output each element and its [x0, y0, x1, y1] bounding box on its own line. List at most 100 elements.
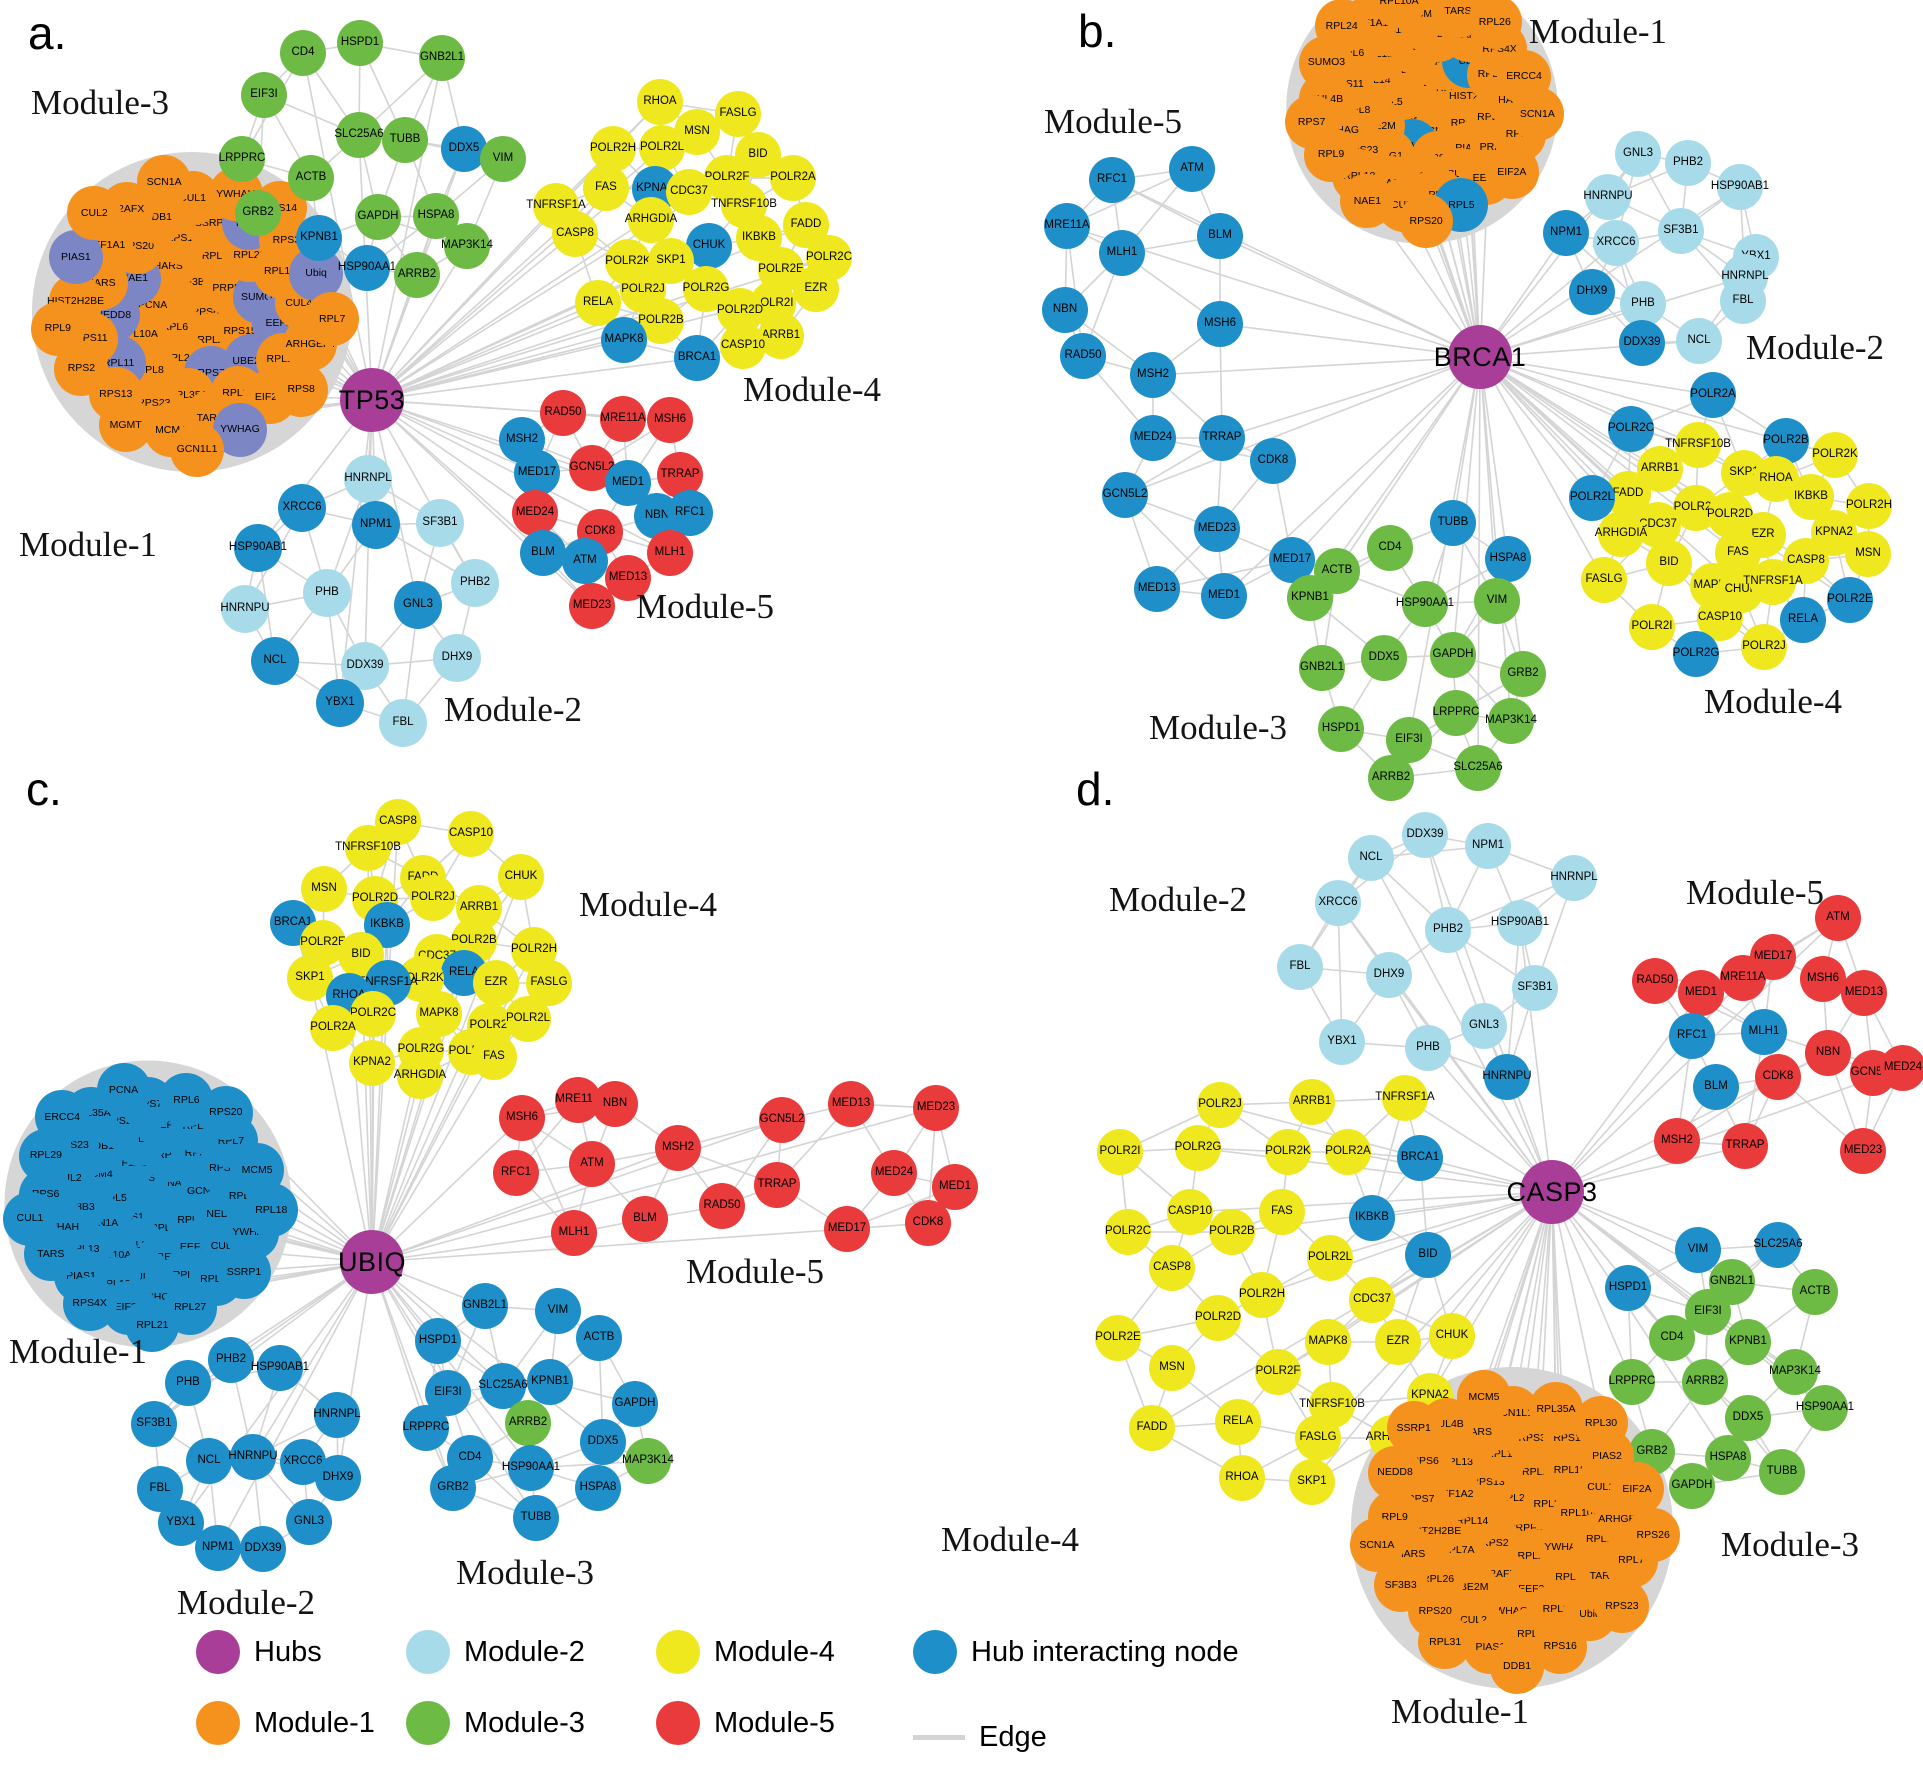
node-med23: MED23: [1840, 1128, 1886, 1174]
node-hspd1: HSPD1: [1605, 1265, 1651, 1311]
node-rps8: RPS8: [274, 362, 329, 417]
node-phb2: PHB2: [1425, 907, 1471, 953]
module-label-a-module-1: Module-1: [18, 525, 158, 564]
node-ddx39: DDX39: [1619, 320, 1665, 366]
node-polr2c: POLR2C: [1105, 1209, 1151, 1255]
module-label-b-module-2: Module-2: [1745, 328, 1885, 367]
module-label-d-module-2: Module-2: [1108, 880, 1248, 919]
node-med13: MED13: [605, 555, 651, 601]
node-arrb2: ARRB2: [1682, 1359, 1728, 1405]
node-med17: MED17: [514, 450, 560, 496]
node-hnrnpu: HNRNPU: [228, 1434, 278, 1480]
node-ncl: NCL: [186, 1438, 232, 1484]
node-trrap: TRRAP: [657, 452, 703, 498]
node-dhx9: DHX9: [315, 1455, 361, 1501]
node-hsp90ab1: HSP90AB1: [251, 1345, 309, 1391]
node-msh6: MSH6: [1197, 301, 1243, 347]
node-polr2h: POLR2H: [1239, 1272, 1285, 1318]
node-trrap: TRRAP: [754, 1162, 800, 1208]
node-ddx5: DDX5: [1725, 1395, 1771, 1441]
node-ezr: EZR: [473, 960, 519, 1006]
node-med24: MED24: [1130, 415, 1176, 461]
node-ddx5: DDX5: [1361, 635, 1407, 681]
node-polr2l: POLR2L: [505, 996, 551, 1042]
node-trrap: TRRAP: [1722, 1123, 1768, 1169]
node-ncl: NCL: [251, 637, 299, 685]
node-rad50: RAD50: [1632, 958, 1678, 1004]
node-faslg: FASLG: [715, 91, 761, 137]
node-ezr: EZR: [793, 266, 839, 312]
module-1-swatch: [196, 1701, 240, 1745]
node-rps20: RPS20: [1399, 194, 1454, 249]
node-mlh1: MLH1: [1099, 230, 1145, 276]
node-hspd1: HSPD1: [1318, 706, 1364, 752]
node-cdc37: CDC37: [666, 169, 712, 215]
node-mlh1: MLH1: [1741, 1009, 1787, 1055]
node-rps7: RPS7: [1284, 94, 1339, 149]
node-rps23: RPS23: [1594, 1579, 1649, 1634]
node-blm: BLM: [520, 530, 566, 576]
node-polr2k: POLR2K: [1812, 432, 1858, 478]
node-faslg: FASLG: [1295, 1415, 1341, 1461]
node-lrpprc: LRPPRC: [1433, 690, 1479, 736]
node-lrpprc: LRPPRC: [1609, 1359, 1655, 1405]
node-vim: VIM: [535, 1288, 581, 1334]
legend-item-hubs: Hubs: [196, 1630, 322, 1674]
node-med13: MED13: [1134, 566, 1180, 612]
node-polr2d: POLR2D: [1195, 1295, 1241, 1341]
node-kpnb1: KPNB1: [1287, 575, 1333, 621]
node-polr2b: POLR2B: [638, 298, 684, 344]
node-phb2: PHB2: [1665, 140, 1711, 186]
node-msn: MSN: [1149, 1345, 1195, 1391]
node-polr2l: POLR2L: [1307, 1235, 1353, 1281]
node-phb2: PHB2: [451, 559, 499, 607]
node-casp8: CASP8: [1149, 1245, 1195, 1291]
hubs-swatch: [196, 1630, 240, 1674]
node-cul1: CUL1: [2, 1191, 57, 1246]
node-eif2a: EIF2A: [1609, 1462, 1664, 1517]
hub-node-tp53: TP53: [339, 368, 405, 432]
node-med24: MED24: [512, 490, 558, 536]
node-ssrp1: SSRP1: [1386, 1401, 1441, 1456]
node-med13: MED13: [828, 1081, 874, 1127]
node-gapdh: GAPDH: [1430, 632, 1476, 678]
node-hnrnpl: HNRNPL: [313, 1392, 361, 1438]
node-sf3b1: SF3B1: [1512, 965, 1558, 1011]
node-gcn5l2: GCN5L2: [759, 1097, 805, 1143]
node-fas: FAS: [1259, 1189, 1305, 1235]
node-arrb2: ARRB2: [394, 252, 440, 298]
node-ybx1: YBX1: [316, 679, 364, 727]
node-arrb2: ARRB2: [1368, 755, 1414, 801]
node-npm1: NPM1: [1465, 823, 1511, 869]
node-cdk8: CDK8: [905, 1200, 951, 1246]
node-rela: RELA: [1215, 1399, 1261, 1445]
node-mcm5: MCM5: [1456, 1370, 1511, 1425]
panel-letter-d: d.: [1076, 763, 1115, 815]
node-mlh1: MLH1: [551, 1210, 597, 1256]
node-lrpprc: LRPPRC: [219, 136, 265, 182]
node-polr2g: POLR2G: [1175, 1125, 1221, 1171]
node-eif2a: EIF2A: [1484, 144, 1539, 199]
node-hnrnpu: HNRNPU: [1583, 174, 1633, 220]
node-fadd: FADD: [1129, 1405, 1175, 1451]
node-rpl24: RPL24: [1314, 0, 1369, 54]
node-ikbkb: IKBKB: [1349, 1195, 1395, 1241]
node-npm1: NPM1: [1543, 210, 1589, 256]
node-dhx9: DHX9: [433, 634, 481, 682]
node-blm: BLM: [1197, 213, 1243, 259]
node-lrpprc: LRPPRC: [403, 1405, 449, 1451]
node-med23: MED23: [1194, 506, 1240, 552]
node-rpl26: RPL26: [1467, 0, 1522, 50]
node-hsp90ab1: HSP90AB1: [1711, 164, 1769, 210]
node-grb2: GRB2: [235, 190, 281, 236]
node-ikbkb: IKBKB: [736, 215, 782, 261]
module-label-b-module-3: Module-3: [1148, 708, 1288, 747]
node-polr2c: POLR2C: [350, 991, 396, 1037]
module-label-c-module-1: Module-1: [8, 1332, 148, 1371]
legend-label: Edge: [979, 1721, 1047, 1753]
legend-label: Module-1: [254, 1706, 375, 1739]
node-cul2: CUL2: [67, 185, 122, 240]
node-slc25a6: SLC25A6: [1453, 745, 1503, 791]
node-med23: MED23: [569, 583, 615, 629]
node-casp8: CASP8: [552, 211, 598, 257]
